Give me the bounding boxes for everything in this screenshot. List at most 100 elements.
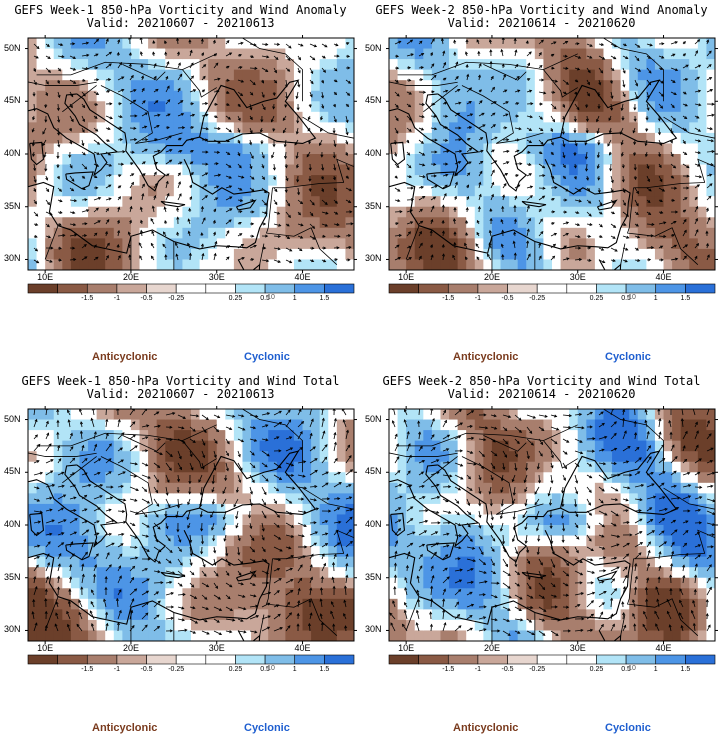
vorticity-cell [543, 535, 553, 547]
vorticity-cell [526, 122, 536, 134]
wind-vector [574, 257, 583, 262]
vorticity-cell [466, 493, 476, 505]
vorticity-cell [199, 419, 209, 431]
vorticity-cell [534, 503, 545, 516]
vorticity-cell [302, 419, 312, 431]
vorticity-cell [156, 164, 166, 176]
wind-vector [658, 91, 664, 97]
wind-vector [177, 161, 183, 165]
vorticity-cell [242, 609, 252, 621]
vorticity-cell [663, 164, 673, 176]
wind-vector [331, 576, 335, 584]
vorticity-cell [62, 409, 72, 421]
wind-vector [309, 576, 313, 584]
vorticity-cell [672, 630, 682, 641]
vorticity-cell [156, 132, 166, 145]
vorticity-cell [586, 143, 596, 155]
vorticity-cell [629, 598, 639, 610]
vorticity-cell [663, 577, 673, 589]
wind-vector [622, 55, 629, 59]
vorticity-cell [629, 80, 639, 92]
wind-vector [550, 41, 557, 45]
vorticity-cell [139, 493, 149, 505]
vorticity-cell [191, 430, 201, 442]
vorticity-cell [62, 101, 72, 113]
vorticity-cell [629, 514, 639, 526]
vorticity-cell [311, 440, 321, 452]
wind-vector [345, 574, 349, 584]
vorticity-cell [457, 619, 467, 632]
wind-vector [538, 208, 542, 213]
vorticity-cell [122, 48, 132, 60]
vorticity-cell [182, 90, 192, 102]
vorticity-cell [509, 556, 519, 568]
vorticity-cell [45, 419, 55, 431]
vorticity-cell [336, 238, 347, 250]
vorticity-cell [620, 451, 630, 463]
vorticity-cell [672, 430, 682, 442]
vorticity-cell [680, 143, 690, 155]
vorticity-cell [646, 630, 656, 641]
wind-vector [261, 424, 269, 428]
vorticity-cell [586, 227, 596, 239]
wind-vector [454, 181, 458, 189]
vorticity-cell [457, 122, 467, 134]
vorticity-cell [285, 111, 295, 123]
wind-vector [273, 55, 279, 61]
wind-vector [273, 613, 281, 620]
wind-vector [201, 138, 209, 142]
wind-vector [573, 127, 577, 134]
wind-vector [610, 211, 616, 215]
vorticity-cell [509, 567, 519, 579]
wind-vector [345, 42, 350, 46]
vorticity-cell [594, 419, 605, 431]
wind-vector [586, 258, 592, 262]
vorticity-cell [440, 577, 450, 589]
vorticity-cell [233, 132, 244, 145]
vorticity-cell [414, 111, 424, 123]
vorticity-cell [216, 154, 226, 166]
vorticity-cell [569, 514, 579, 526]
wind-vector [177, 450, 182, 460]
vorticity-cell [173, 598, 184, 610]
vorticity-cell [182, 217, 192, 229]
vorticity-cell [517, 619, 527, 632]
vorticity-cell [130, 472, 141, 484]
vorticity-cell [53, 461, 63, 473]
vorticity-cell [457, 525, 467, 537]
vorticity-cell [552, 546, 562, 558]
vorticity-cell [113, 546, 123, 558]
wind-vector [394, 233, 403, 238]
vorticity-cell [389, 535, 399, 547]
vorticity-cell [629, 259, 639, 270]
vorticity-cell [113, 238, 123, 250]
wind-vector [153, 424, 161, 428]
vorticity-cell [208, 132, 218, 145]
vorticity-cell [293, 472, 304, 484]
vorticity-cell [594, 598, 605, 610]
wind-vector [105, 432, 109, 440]
vorticity-cell [663, 59, 673, 71]
vorticity-cell [276, 419, 286, 431]
vorticity-cell [500, 132, 510, 145]
vorticity-cell [259, 461, 269, 473]
vorticity-cell [654, 227, 665, 239]
wind-vector [644, 139, 648, 147]
vorticity-cell [629, 567, 639, 579]
wind-vector [442, 149, 450, 153]
wind-vector [285, 43, 292, 49]
vorticity-cell [311, 248, 321, 261]
wind-vector [297, 67, 301, 74]
wind-vector [694, 103, 702, 107]
vorticity-cell [534, 259, 545, 270]
wind-vector [490, 160, 498, 165]
vorticity-cell [96, 38, 106, 50]
vorticity-cell [208, 90, 218, 102]
wind-vector [249, 498, 253, 507]
wind-vector [320, 151, 324, 158]
vorticity-cell [620, 535, 630, 547]
vorticity-cell [268, 164, 278, 176]
vorticity-cell [457, 38, 467, 50]
vorticity-cell [672, 577, 682, 589]
wind-vector [153, 486, 159, 494]
